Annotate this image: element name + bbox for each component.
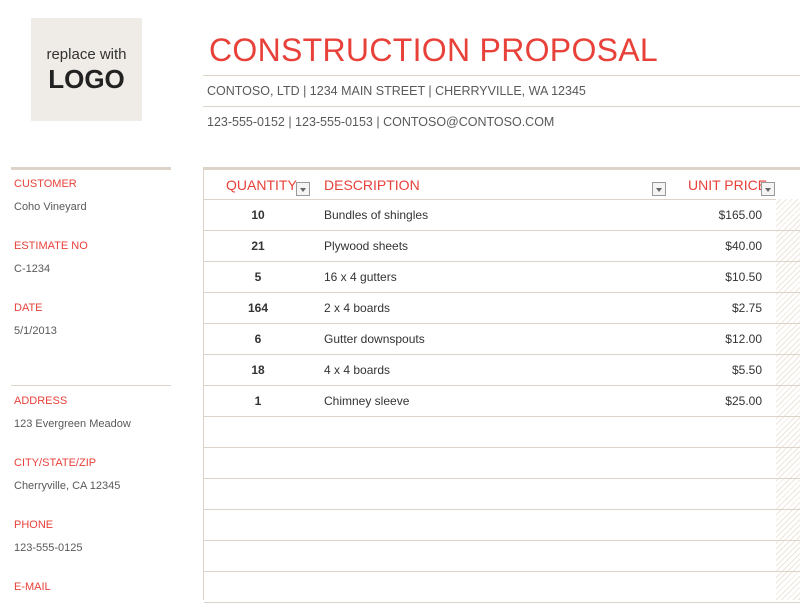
unit-price-cell: $25.00 [725,394,762,408]
field-label: PHONE [14,519,54,531]
table-row[interactable]: 5 16 x 4 gutters $10.50 [204,262,800,293]
quantity-cell: 5 [254,270,262,284]
logo-placeholder[interactable]: replace with LOGO [31,18,142,121]
description-cell: 16 x 4 gutters [324,270,397,284]
unit-price-cell: $12.00 [725,332,762,346]
field-value[interactable]: 123-555-0125 [14,542,83,554]
table-top-rule [203,167,800,170]
field-label: DATE [14,302,43,314]
field-value[interactable]: 123 Evergreen Meadow [14,418,131,430]
field-label: ESTIMATE NO [14,240,88,252]
header-divider [204,199,800,200]
logo-line1: replace with [46,46,127,63]
unit-price-cell: $165.00 [718,208,762,222]
description-cell: 2 x 4 boards [324,301,391,315]
field-label: CITY/STATE/ZIP [14,457,97,469]
table-row[interactable] [204,572,800,603]
unit-price-cell: $10.50 [725,270,762,284]
table-row[interactable] [204,448,800,479]
unit-price-cell: $5.50 [731,363,762,377]
quantity-cell: 10 [251,208,265,222]
description-cell: Gutter downspouts [324,332,425,346]
quantity-cell: 21 [251,239,265,253]
unit-price-filter-dropdown-icon[interactable] [761,182,775,196]
logo-line2: LOGO [48,64,125,94]
description-cell: Plywood sheets [324,239,409,253]
table-row[interactable] [204,417,800,448]
divider [203,106,800,107]
quantity-cell: 18 [251,363,265,377]
table-row[interactable]: 21 Plywood sheets $40.00 [204,231,800,262]
table-row[interactable]: 164 2 x 4 boards $2.75 [204,293,800,324]
page-title: CONSTRUCTION PROPOSAL [209,32,659,68]
table-row[interactable] [204,510,800,541]
table-row[interactable]: 18 4 x 4 boards $5.50 [204,355,800,386]
quantity-cell: 164 [247,301,269,315]
quantity-filter-dropdown-icon[interactable] [296,182,310,196]
sidebar-divider [11,385,171,386]
field-value[interactable]: Coho Vineyard [14,201,87,213]
unit-price-cell: $40.00 [725,239,762,253]
description-filter-dropdown-icon[interactable] [652,182,666,196]
table-row[interactable] [204,479,800,510]
company-address: CONTOSO, LTD | 1234 MAIN STREET | CHERRY… [207,84,586,98]
sidebar-rule [11,167,171,170]
field-label: ADDRESS [14,395,68,407]
hatched-margin [776,199,800,600]
field-value[interactable]: C-1234 [14,263,51,275]
field-value[interactable]: 5/1/2013 [14,325,57,337]
description-cell: Chimney sleeve [324,394,410,408]
field-label: CUSTOMER [14,178,77,190]
quantity-cell: 1 [254,394,262,408]
divider [203,75,800,76]
table-left-border [203,170,204,600]
field-label: E-MAIL [14,581,51,593]
table-row[interactable]: 6 Gutter downspouts $12.00 [204,324,800,355]
table-row[interactable] [204,541,800,572]
column-header-quantity: QUANTITY [226,177,297,193]
unit-price-cell: $2.75 [731,301,762,315]
table-row[interactable]: 1 Chimney sleeve $25.00 [204,386,800,417]
quantity-cell: 6 [254,332,262,346]
field-value[interactable]: Cherryville, CA 12345 [14,480,121,492]
description-cell: Bundles of shingles [324,208,429,222]
column-header-unit-price: UNIT PRICE [688,177,768,193]
company-contact: 123-555-0152 | 123-555-0153 | CONTOSO@CO… [207,115,555,129]
column-header-description: DESCRIPTION [324,177,420,193]
table-row[interactable]: 10 Bundles of shingles $165.00 [204,200,800,231]
description-cell: 4 x 4 boards [324,363,391,377]
